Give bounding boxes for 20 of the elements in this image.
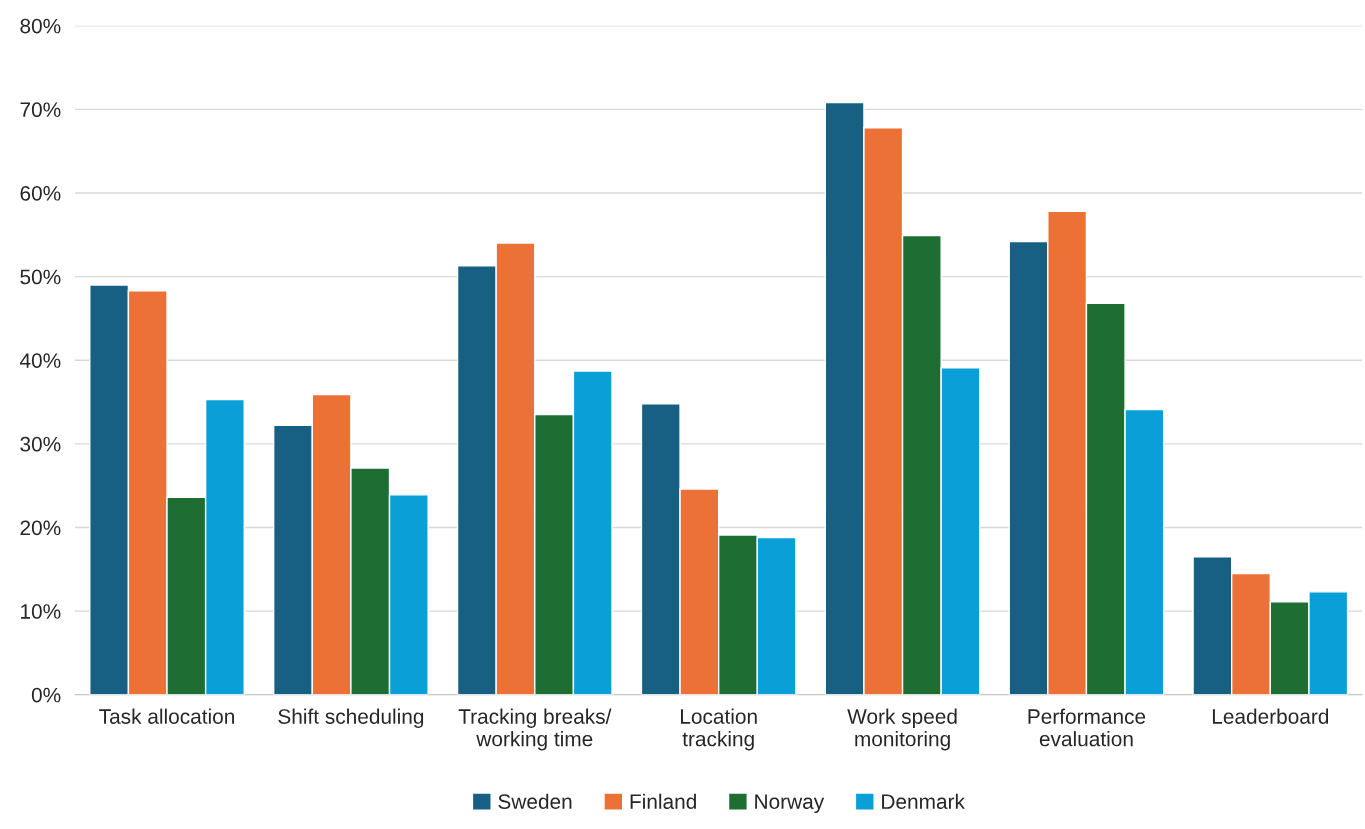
legend-label: Denmark xyxy=(882,793,965,809)
y-tick-label: 70% xyxy=(20,102,61,118)
y-tick-label: 0% xyxy=(31,687,61,703)
y-tick-label: 50% xyxy=(20,269,61,285)
legend-label: Finland xyxy=(630,793,696,809)
y-tick-label: 10% xyxy=(21,604,61,619)
x-tick-label: Shift scheduling xyxy=(278,708,424,729)
x-tick-label: Location tracking xyxy=(681,708,757,751)
x-tick-label: Leaderboard xyxy=(1212,708,1329,724)
y-tick-label: 20% xyxy=(20,520,61,536)
legend-label: Sweden xyxy=(498,793,572,809)
x-tick-label: Performance evaluation xyxy=(1028,708,1146,747)
y-tick-label: 40% xyxy=(19,353,61,368)
x-tick-label: Work speed monitoring xyxy=(847,708,957,751)
y-tick-label: 60% xyxy=(20,185,61,201)
x-tick-label: Tracking breaks/ working time xyxy=(458,708,612,751)
legend-label: Norway xyxy=(755,794,825,814)
y-tick-label: 30% xyxy=(20,436,61,452)
y-tick-label: 80% xyxy=(20,18,61,34)
x-tick-label: Task allocation xyxy=(99,708,234,724)
